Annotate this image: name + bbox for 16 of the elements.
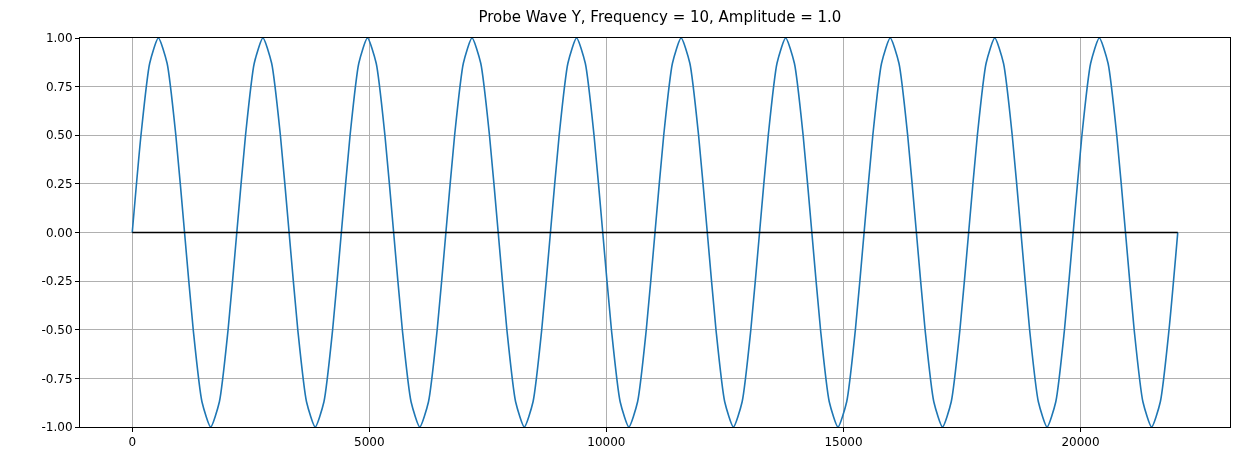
x-tick-label: 5000 <box>354 435 385 450</box>
line-series <box>131 38 1179 427</box>
y-tick-label: 0.25 <box>45 177 73 192</box>
x-tick-label: 20000 <box>1061 435 1100 450</box>
x-tick-label: 0 <box>128 435 137 450</box>
chart-title: Probe Wave Y, Frequency = 10, Amplitude = 1.0 <box>478 7 842 26</box>
y-tick-label: 0.75 <box>45 79 73 94</box>
x-tick-label: 15000 <box>824 435 863 450</box>
y-tick-label: 0.50 <box>45 128 73 143</box>
y-tick-label: -0.50 <box>41 322 73 337</box>
y-tick-label: -0.75 <box>41 371 73 386</box>
y-tick-label: 0.00 <box>45 225 73 240</box>
x-tick-label: 10000 <box>587 435 626 450</box>
y-tick-label: 1.00 <box>45 31 73 46</box>
y-tick-label: -0.25 <box>41 274 73 289</box>
y-tick-label: -1.00 <box>41 420 73 435</box>
